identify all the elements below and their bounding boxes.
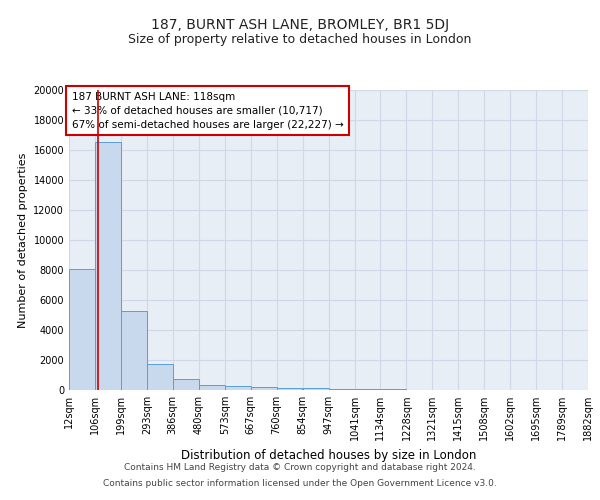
Text: Contains HM Land Registry data © Crown copyright and database right 2024.: Contains HM Land Registry data © Crown c… — [124, 464, 476, 472]
Bar — [329, 389, 355, 390]
Text: Contains public sector information licensed under the Open Government Licence v3: Contains public sector information licen… — [103, 478, 497, 488]
Bar — [95, 142, 121, 390]
Bar — [199, 386, 224, 390]
X-axis label: Distribution of detached houses by size in London: Distribution of detached houses by size … — [181, 448, 476, 462]
Bar — [121, 310, 147, 390]
Bar — [302, 388, 329, 390]
Bar — [251, 387, 277, 390]
Bar — [173, 379, 199, 390]
Y-axis label: Number of detached properties: Number of detached properties — [18, 152, 28, 328]
Text: 187 BURNT ASH LANE: 118sqm
← 33% of detached houses are smaller (10,717)
67% of : 187 BURNT ASH LANE: 118sqm ← 33% of deta… — [71, 92, 343, 130]
Bar — [147, 364, 173, 390]
Text: Size of property relative to detached houses in London: Size of property relative to detached ho… — [128, 32, 472, 46]
Text: 187, BURNT ASH LANE, BROMLEY, BR1 5DJ: 187, BURNT ASH LANE, BROMLEY, BR1 5DJ — [151, 18, 449, 32]
Bar — [69, 268, 95, 390]
Bar — [277, 388, 302, 390]
Bar — [224, 386, 251, 390]
Bar — [355, 389, 380, 390]
